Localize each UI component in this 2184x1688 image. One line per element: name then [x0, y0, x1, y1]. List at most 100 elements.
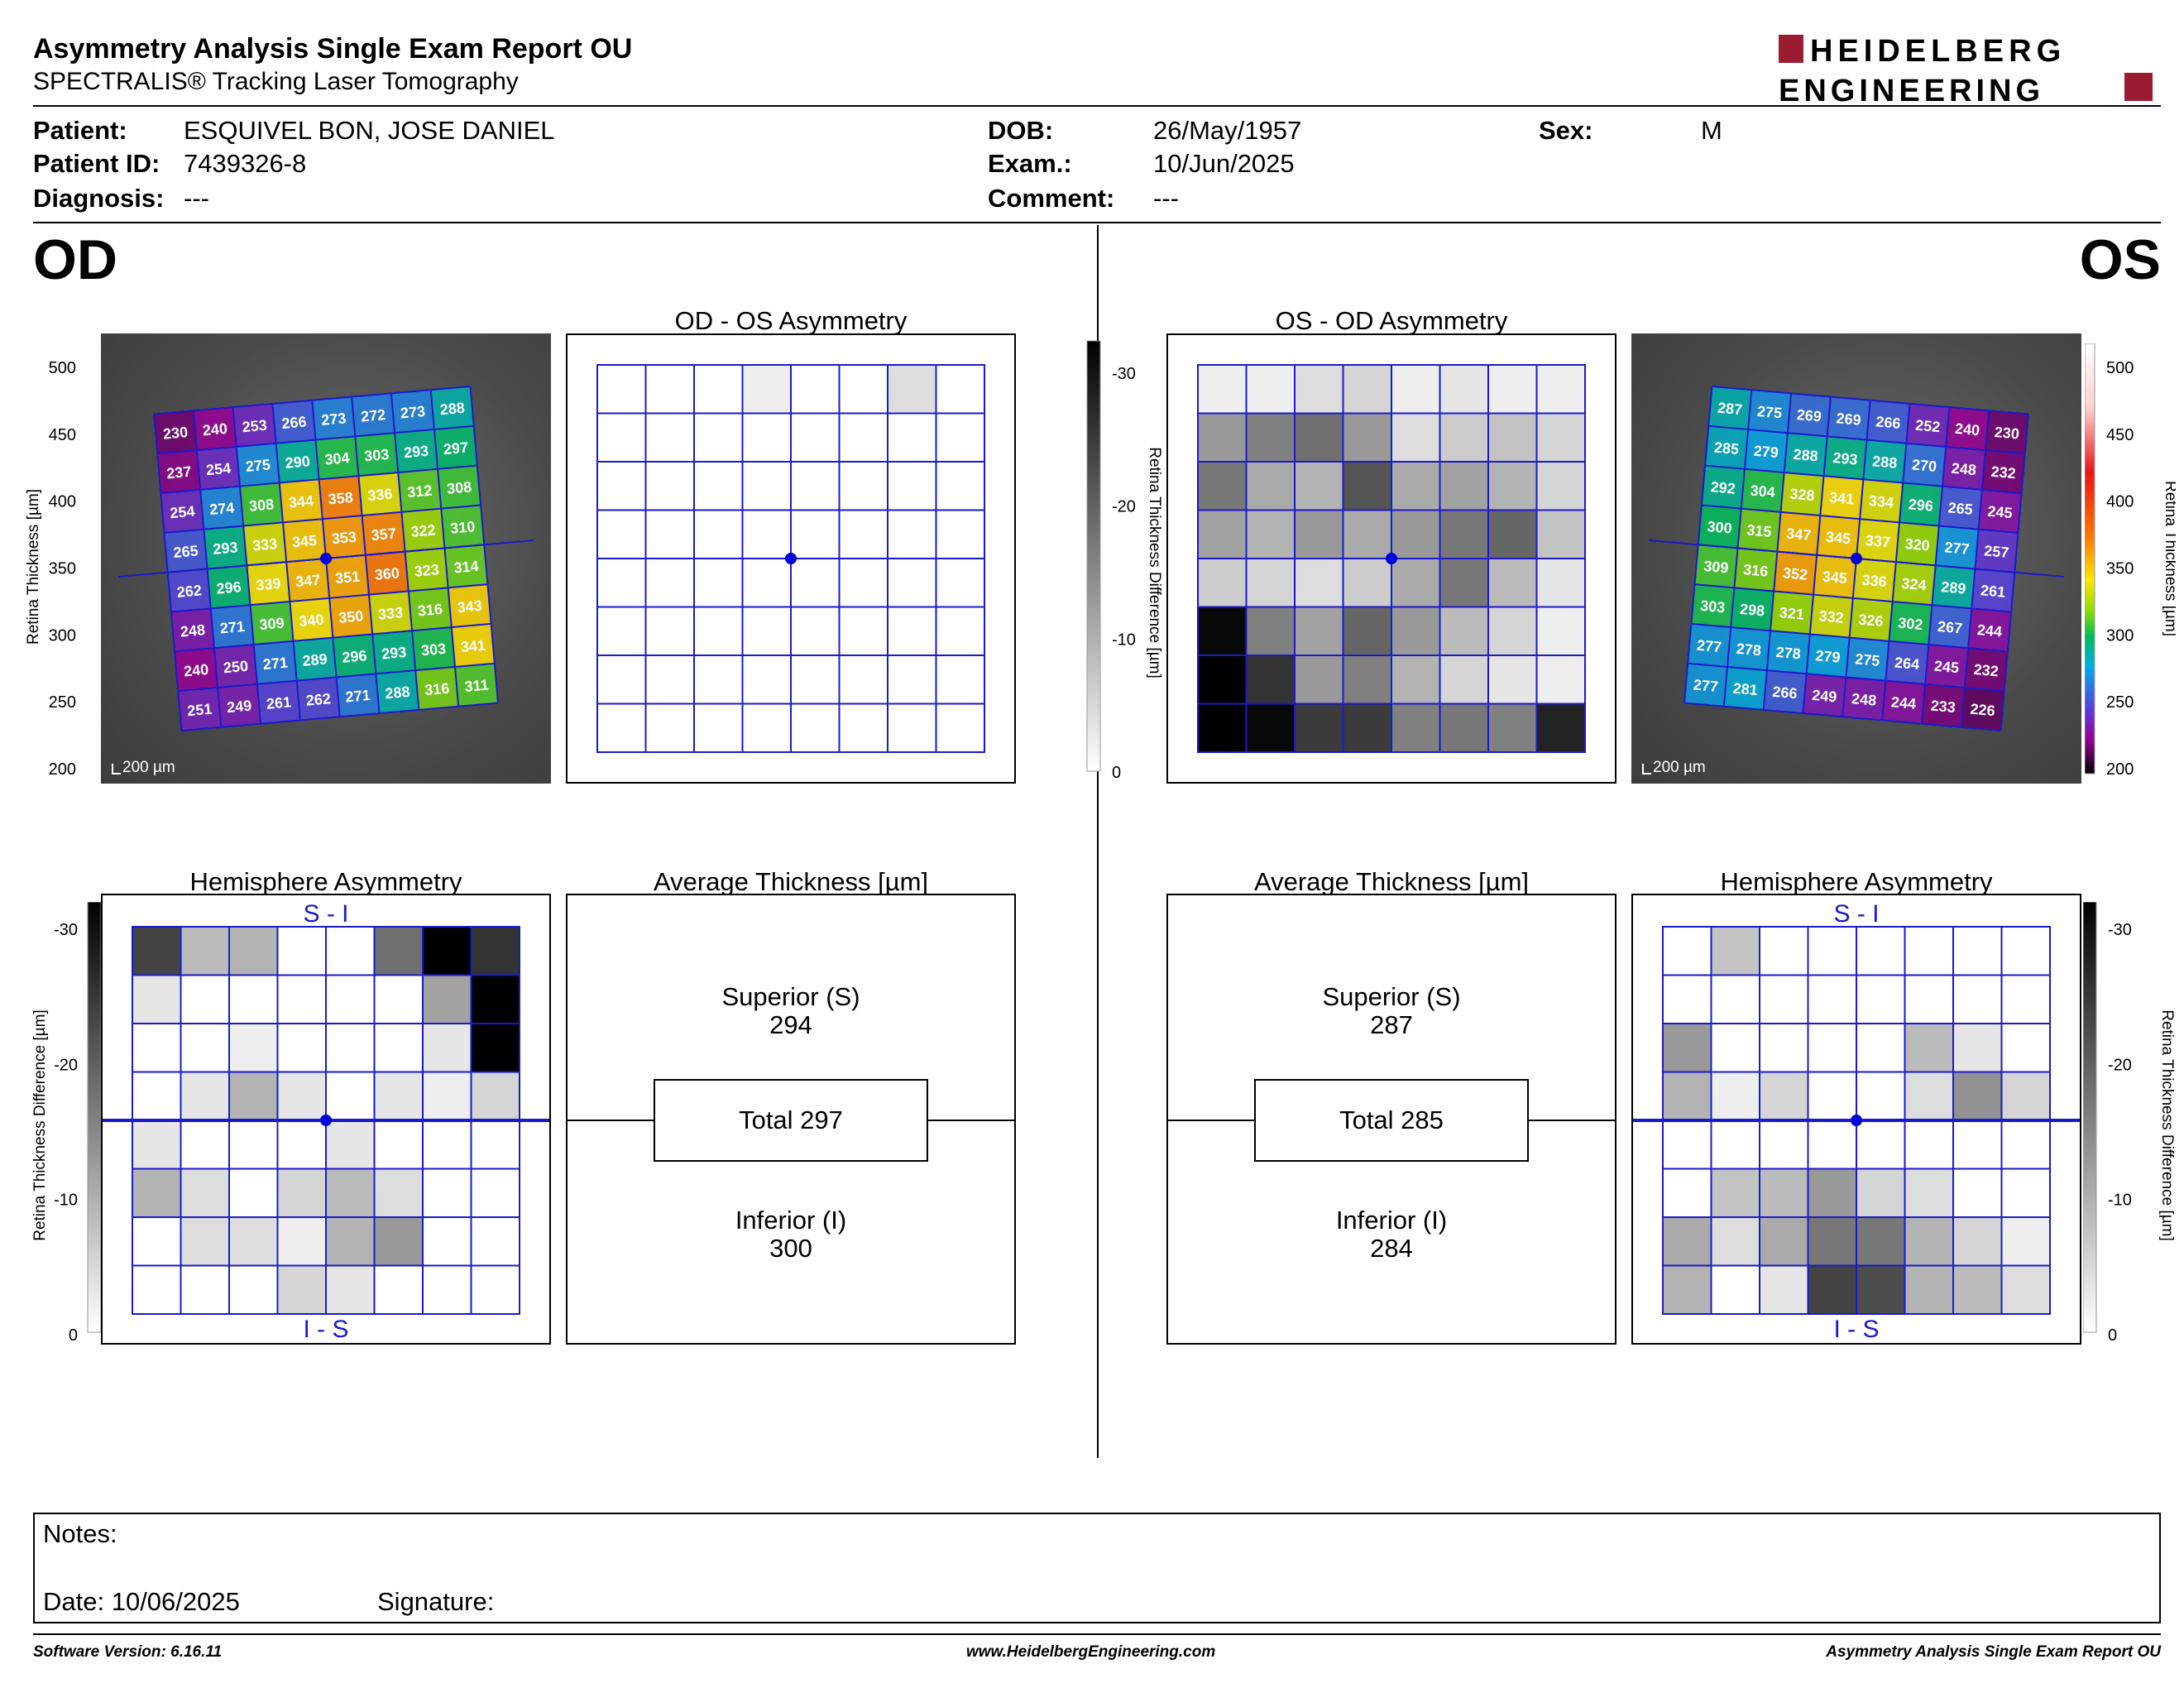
exam-date: 10/Jun/2025 — [1153, 149, 1295, 178]
od-thickness-value: 360 — [374, 564, 400, 583]
os-thickness-cell — [1978, 489, 2022, 533]
os-hemi-diff-cell — [1952, 1264, 2003, 1315]
os-od-diff-cell — [1197, 364, 1248, 415]
od-thickness-value: 314 — [453, 558, 480, 577]
od-os-diff-cell — [838, 412, 888, 463]
os-od-diff-cell — [1487, 655, 1538, 705]
os-thickness-cell — [1777, 511, 1821, 555]
website-link[interactable]: www.HeidelbergEngineering.com — [966, 1643, 1216, 1661]
od-label: OD — [33, 228, 117, 291]
od-os-diff-cell — [935, 412, 985, 463]
os-od-diff-cell — [1535, 703, 1586, 753]
od-thickness-cell — [401, 508, 445, 552]
od-os-asymmetry-panel — [566, 333, 1016, 784]
os-inferior-value: 284 — [1370, 1234, 1413, 1263]
os-hemi-diff-cell — [1952, 1168, 2003, 1218]
os-fovea-marker — [1851, 553, 1862, 564]
os-hemi-diff-cell — [1759, 926, 1809, 976]
os-thickness-value: 244 — [1976, 621, 2003, 640]
os-hemi-diff-cell — [1952, 1023, 2003, 1073]
od-os-diff-cell — [887, 509, 937, 559]
od-hemi-diff-cell — [228, 974, 279, 1024]
os-hemi-diff-cell — [1662, 1023, 1712, 1073]
os-od-diff-cell — [1535, 606, 1586, 656]
os-hemi-diff-cell — [1662, 1071, 1712, 1121]
os-hemi-diff-cell — [1856, 926, 1906, 976]
os-thickness-cell — [1766, 631, 1810, 674]
od-thickness-value: 336 — [367, 486, 394, 505]
od-os-diff-cell — [644, 703, 695, 753]
od-thickness-cell — [358, 472, 402, 516]
od-hemi-diff-cell — [276, 1216, 327, 1267]
os-thickness-value: 316 — [1742, 561, 1769, 580]
os-thickness-value: 248 — [1951, 460, 1977, 479]
od-hemi-diff-cell — [470, 926, 520, 976]
os-thickness-value: 270 — [1911, 456, 1937, 475]
os-thickness-value: 248 — [1851, 690, 1877, 709]
od-thickness-cell — [372, 631, 416, 674]
od-thickness-cell — [333, 634, 376, 678]
os-thickness-cell — [1694, 544, 1738, 588]
os-thickness-cell — [1971, 568, 2015, 612]
od-thickness-cell — [355, 433, 399, 477]
os-thickness-cell — [1852, 559, 1896, 602]
os-od-diff-cell — [1439, 461, 1489, 511]
os-od-diff-cell — [1391, 509, 1441, 559]
os-hemi-diff-cell — [1904, 1264, 1954, 1315]
od-hemi-diff-cell — [276, 1071, 327, 1121]
os-thickness-value: 347 — [1785, 525, 1812, 544]
od-hemi-diff-cell — [422, 1120, 472, 1170]
od-thickness-cell — [293, 637, 337, 681]
os-od-diff-cell — [1294, 509, 1344, 559]
os-thickness-cell — [1895, 522, 1939, 566]
od-thickness-value: 310 — [450, 518, 477, 537]
od-os-diff-cell — [741, 364, 792, 415]
os-thickness-value: 233 — [1930, 698, 1956, 717]
os-hemi-diff-cell — [1904, 1216, 1954, 1267]
od-os-diff-cell — [935, 461, 985, 511]
od-thickness-value: 293 — [403, 443, 429, 462]
os-thickness-cell — [1975, 529, 2019, 573]
od-thickness-value: 316 — [424, 680, 450, 699]
od-hemi-si-label: S - I — [303, 900, 348, 928]
os-thickness-value: 328 — [1789, 486, 1816, 505]
od-average-title: Average Thickness [µm] — [653, 867, 929, 896]
os-od-diff-cell — [1535, 364, 1586, 415]
od-hemi-diff-cell — [325, 926, 376, 976]
os-thickness-value: 275 — [1756, 403, 1783, 422]
os-od-diff-cell — [1487, 461, 1538, 511]
od-os-diff-cell — [741, 509, 792, 559]
od-hemi-diff-cell — [276, 926, 327, 976]
od-thickness-cell — [415, 666, 459, 710]
od-thickness-value: 273 — [321, 410, 347, 429]
od-thickness-cell — [279, 479, 323, 523]
od-thickness-tick-label: 450 — [49, 426, 76, 444]
os-hemisphere-title: Hemisphere Asymmetry — [1720, 867, 1993, 896]
os-thickness-tick-label: 450 — [2106, 426, 2134, 444]
os-od-diff-cell — [1197, 509, 1248, 559]
os-hemi-diff-cell — [1856, 974, 1906, 1024]
od-thickness-tick-label: 500 — [49, 359, 76, 377]
od-os-diff-cell — [644, 509, 695, 559]
os-od-diff-cell — [1197, 461, 1248, 511]
notes-box[interactable]: Notes: Date: 10/06/2025 Signature: — [33, 1513, 2161, 1623]
report-subtitle: SPECTRALIS® Tracking Laser Tomography — [33, 68, 519, 95]
os-od-diff-cell — [1342, 509, 1392, 559]
od-thickness-value: 333 — [251, 535, 278, 554]
od-thickness-cell — [286, 558, 330, 602]
od-thickness-value: 271 — [219, 618, 246, 637]
os-hemi-tick-label: 0 — [2108, 1326, 2117, 1345]
os-thickness-cell — [1866, 400, 1910, 444]
os-od-diff-cell — [1439, 606, 1489, 656]
os-thickness-cell — [1985, 410, 2029, 454]
os-thickness-cell — [1698, 505, 1741, 549]
od-thickness-value: 340 — [299, 611, 325, 631]
os-od-diff-cell — [1294, 703, 1344, 753]
os-hemi-diff-cell — [1710, 974, 1760, 1024]
os-thickness-value: 257 — [1984, 542, 2010, 561]
os-hemi-diff-cell — [1662, 974, 1712, 1024]
od-hemi-diff-cell — [373, 1264, 424, 1315]
od-thickness-value: 273 — [400, 403, 426, 422]
os-hemi-diff-cell — [1710, 926, 1760, 976]
od-thickness-value: 304 — [324, 449, 351, 468]
